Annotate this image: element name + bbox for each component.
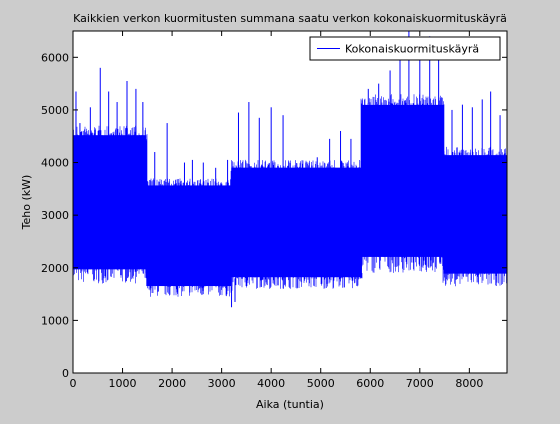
load-segment	[145, 178, 233, 297]
load-segment	[72, 125, 148, 284]
load-texture	[360, 94, 445, 273]
y-axis-label: Teho (kW)	[20, 175, 33, 231]
y-tick-label: 6000	[41, 51, 69, 64]
chart-title: Kaikkien verkon kuormitusten summana saa…	[73, 12, 507, 25]
x-tick-label: 6000	[356, 377, 384, 390]
x-tick-label: 5000	[307, 377, 335, 390]
y-tick-label: 3000	[41, 209, 69, 222]
y-tick-label: 1000	[41, 314, 69, 327]
y-tick-label: 2000	[41, 262, 69, 275]
load-texture	[72, 125, 148, 284]
y-tick-label: 5000	[41, 104, 69, 117]
legend: Kokonaiskuormituskäyrä	[309, 36, 501, 61]
x-tick-label: 1000	[109, 377, 137, 390]
data-layer	[72, 31, 508, 308]
load-texture	[230, 159, 363, 289]
load-texture	[145, 178, 233, 297]
x-tick-label: 3000	[208, 377, 236, 390]
y-tick-label: 0	[62, 367, 69, 380]
x-tick-label: 8000	[455, 377, 483, 390]
plot-frame	[72, 30, 508, 374]
load-texture	[442, 146, 508, 287]
x-tick-label: 0	[70, 377, 77, 390]
y-tick-label: 4000	[41, 157, 69, 170]
legend-label: Kokonaiskuormituskäyrä	[345, 43, 479, 56]
x-tick-label: 7000	[406, 377, 434, 390]
load-segment	[230, 159, 363, 289]
ticks-layer: 0 1000 2000 3000 4000 5000 6000 7000 8000 0 1000 20…	[41, 31, 507, 390]
load-segment	[360, 94, 445, 273]
load-segment	[442, 146, 508, 287]
x-tick-label: 2000	[158, 377, 186, 390]
legend-box	[309, 36, 501, 61]
x-axis-label: Aika (tuntia)	[256, 398, 324, 411]
x-tick-label: 4000	[257, 377, 285, 390]
